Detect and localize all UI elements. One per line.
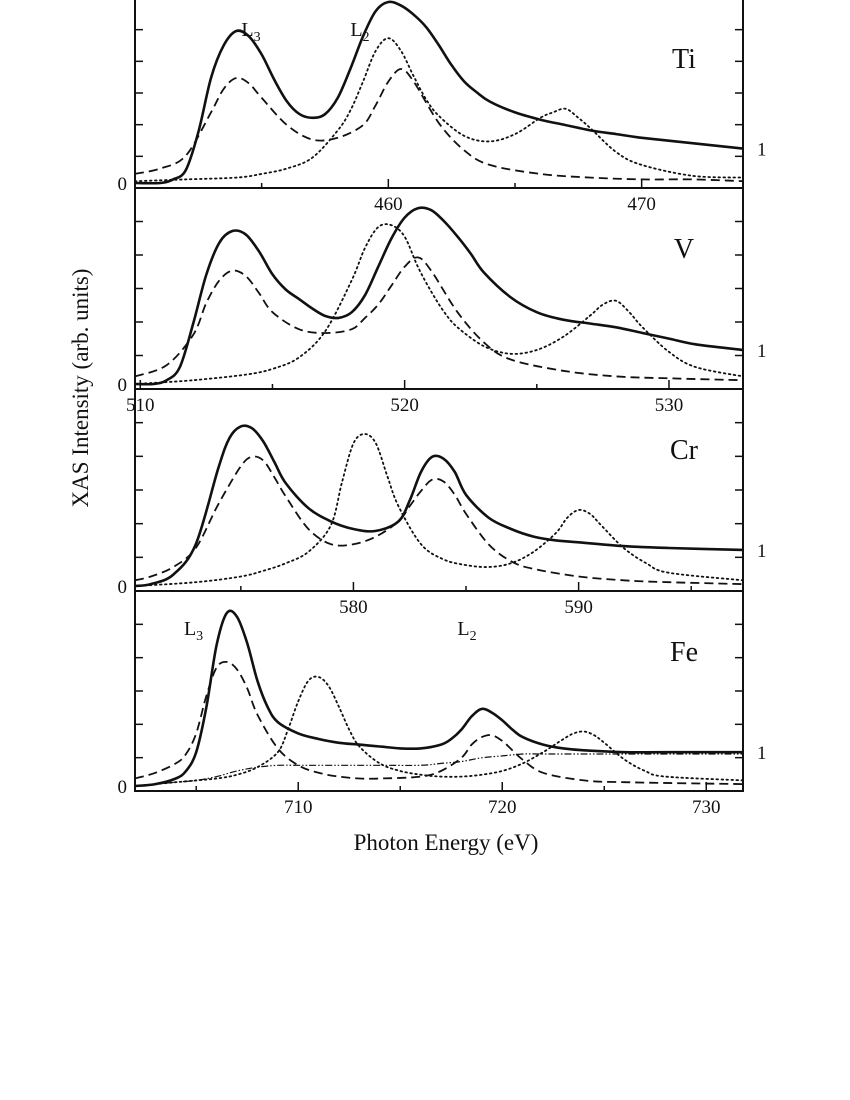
series-dotted-line [135,675,743,787]
x-axis-label: Photon Energy (eV) [354,830,539,855]
x-tick-label: 530 [655,395,684,416]
series-solid-line [135,0,743,185]
series-solid-line [135,206,743,386]
element-label-v: V [674,234,694,265]
right-axis-label: 1 [757,341,767,362]
right-axis-label: 1 [757,541,767,562]
series-dotted-line [135,223,743,385]
panel-cr: 580 590 0 1 Cr [118,388,767,618]
x-tick-label: 730 [692,797,721,818]
edge-label-l2: L2 [350,19,369,45]
series-dashed-line [135,256,743,382]
series-solid-line [135,609,743,788]
series-dashdot-line [135,753,743,787]
x-tick-label: 460 [374,194,403,215]
panel-frame [134,590,744,792]
panel-frame [134,187,744,390]
series-solid-line [135,424,743,588]
series-dashed-line [135,660,743,785]
series-dashed-line [135,455,743,585]
panel-ti: 460 470 0 1 Ti L3 L2 [118,0,767,215]
y-axis-label: XAS Intensity (arb. units) [68,269,93,508]
right-axis-label: 1 [757,743,767,764]
panel-frame [134,0,744,189]
series-dashed-line [135,68,743,183]
x-tick-label: 720 [488,797,517,818]
y-zero-label: 0 [118,375,128,396]
x-tick-label: 510 [126,395,155,416]
series-dotted-line [135,433,743,587]
panel-frame [134,388,744,592]
y-zero-label: 0 [118,174,128,195]
x-tick-label: 590 [564,597,593,618]
x-tick-label: 580 [339,597,368,618]
element-label-cr: Cr [670,435,699,466]
right-axis-label: 1 [757,140,767,161]
x-tick-label: 520 [390,395,419,416]
series-dotted-line [135,37,743,183]
edge-label-l3: L3 [241,19,260,45]
y-zero-label: 0 [118,777,128,798]
x-tick-label: 710 [284,797,313,818]
edge-label-l3: L3 [184,618,203,644]
edge-label-l2: L2 [457,618,476,644]
element-label-fe: Fe [670,637,698,668]
y-zero-label: 0 [118,577,128,598]
panel-fe: 710 720 730 0 1 Fe L3 L2 [118,590,767,818]
panel-v: 510 520 530 0 1 V [118,187,767,416]
x-tick-label: 470 [627,194,656,215]
element-label-ti: Ti [672,44,696,75]
